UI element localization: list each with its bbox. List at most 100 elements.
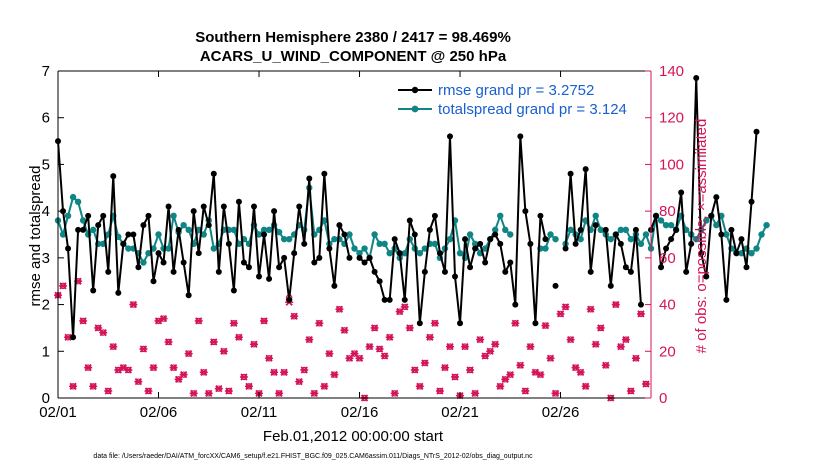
- rmse-point: [185, 292, 192, 299]
- x-tick-label: 02/06: [140, 404, 178, 421]
- rmse-point: [266, 275, 273, 282]
- rmse-line-segment: [650, 77, 758, 301]
- totalspread-point: [763, 221, 770, 229]
- rmse-point: [230, 287, 237, 294]
- totalspread-point: [723, 231, 730, 238]
- totalspread-point: [140, 259, 147, 266]
- totalspread-point: [431, 240, 439, 248]
- rmse-point: [336, 222, 343, 229]
- rmse-point: [502, 268, 509, 275]
- totalspread-point: [59, 231, 67, 238]
- rmse-point: [200, 203, 207, 210]
- totalspread-point: [125, 245, 132, 252]
- rmse-point: [723, 296, 730, 303]
- rmse-point: [85, 212, 92, 219]
- rmse-point: [627, 268, 634, 275]
- obs-assimilated-point: [430, 319, 439, 327]
- totalspread-point: [703, 217, 710, 224]
- y2-tick-label: 140: [659, 63, 684, 80]
- obs-assimilated-point: [109, 342, 118, 351]
- rmse-point: [552, 282, 559, 289]
- x-tick-label: 02/11: [241, 404, 277, 421]
- totalspread-point: [497, 212, 504, 220]
- rmse-point: [215, 268, 222, 275]
- rmse-point: [582, 166, 589, 173]
- chart-title: Southern Hemisphere 2380 / 2417 = 98.469…: [195, 29, 511, 46]
- rmse-point: [572, 240, 579, 247]
- totalspread-point: [713, 221, 720, 229]
- rmse-point: [125, 231, 132, 238]
- obs-assimilated-point: [275, 389, 284, 397]
- rmse-point: [190, 208, 197, 215]
- obs-assimilated-point: [209, 338, 218, 346]
- obs-assimilated-point: [410, 366, 419, 374]
- obs-assimilated-point: [89, 382, 98, 390]
- obs-assimilated-point: [129, 300, 138, 309]
- totalspread-point: [466, 231, 474, 238]
- obs-assimilated-point: [280, 368, 289, 376]
- obs-assimilated-point: [244, 382, 253, 390]
- rmse-point: [452, 273, 459, 280]
- y2-axis-label: # of obs: o=possible; ×=assimilated: [693, 119, 710, 354]
- x-tick-label: 02/21: [441, 404, 479, 421]
- obs-assimilated-point: [626, 387, 635, 395]
- obs-assimilated-point: [310, 389, 319, 397]
- rmse-point: [225, 240, 232, 247]
- rmse-point: [748, 198, 755, 205]
- totalspread-point: [79, 217, 87, 224]
- rmse-point: [567, 170, 574, 177]
- obs-assimilated-point: [305, 335, 314, 344]
- rmse-point: [592, 222, 599, 229]
- obs-assimilated-point: [249, 340, 258, 348]
- obs-assimilated-point: [199, 368, 208, 376]
- rmse-point: [698, 250, 705, 257]
- obs-assimilated-point: [179, 371, 188, 379]
- totalspread-point: [265, 226, 273, 234]
- totalspread-point: [693, 235, 700, 243]
- rmse-point: [708, 212, 715, 219]
- obs-assimilated-point: [390, 389, 399, 397]
- obs-assimilated-point: [340, 326, 349, 334]
- rmse-point: [522, 208, 529, 215]
- x-tick-label: 02/26: [542, 404, 580, 421]
- rmse-point: [110, 173, 117, 180]
- rmse-line-segment: [604, 228, 642, 305]
- rmse-point: [376, 278, 383, 285]
- plot-area: [54, 75, 770, 402]
- totalspread-point: [642, 231, 650, 238]
- obs-assimilated-point: [370, 324, 379, 332]
- totalspread-point: [552, 235, 559, 243]
- obs-assimilated-point: [79, 317, 88, 325]
- rmse-point: [602, 226, 609, 233]
- obs-assimilated-point: [234, 333, 243, 341]
- obs-assimilated-point: [435, 387, 444, 395]
- totalspread-point: [492, 226, 499, 234]
- totalspread-line: [54, 184, 770, 266]
- rmse-point: [391, 236, 398, 243]
- obs-assimilated-point: [184, 349, 193, 358]
- rmse-point: [361, 259, 368, 266]
- obs-assimilated-point: [631, 354, 640, 362]
- totalspread-point: [371, 231, 378, 238]
- y-tick-label: 2: [42, 297, 50, 314]
- obs-assimilated-point: [420, 359, 429, 367]
- totalspread-point: [547, 231, 554, 238]
- totalspread-point: [89, 226, 97, 234]
- totalspread-point: [502, 226, 509, 234]
- y-tick-label: 1: [42, 343, 50, 360]
- rmse-point: [663, 245, 670, 252]
- rmse-point: [371, 268, 378, 275]
- totalspread-point: [507, 231, 514, 238]
- rmse-point: [703, 273, 710, 280]
- rmse-point: [75, 226, 82, 233]
- rmse-point: [426, 226, 433, 233]
- rmse-point: [331, 282, 338, 289]
- obs-assimilated-point: [189, 389, 198, 397]
- obs-count-series: [54, 277, 650, 402]
- rmse-point: [210, 170, 217, 177]
- obs-assimilated-point: [551, 389, 560, 397]
- totalspread-point: [667, 221, 675, 229]
- obs-assimilated-point: [59, 282, 68, 290]
- rmse-point: [90, 287, 97, 294]
